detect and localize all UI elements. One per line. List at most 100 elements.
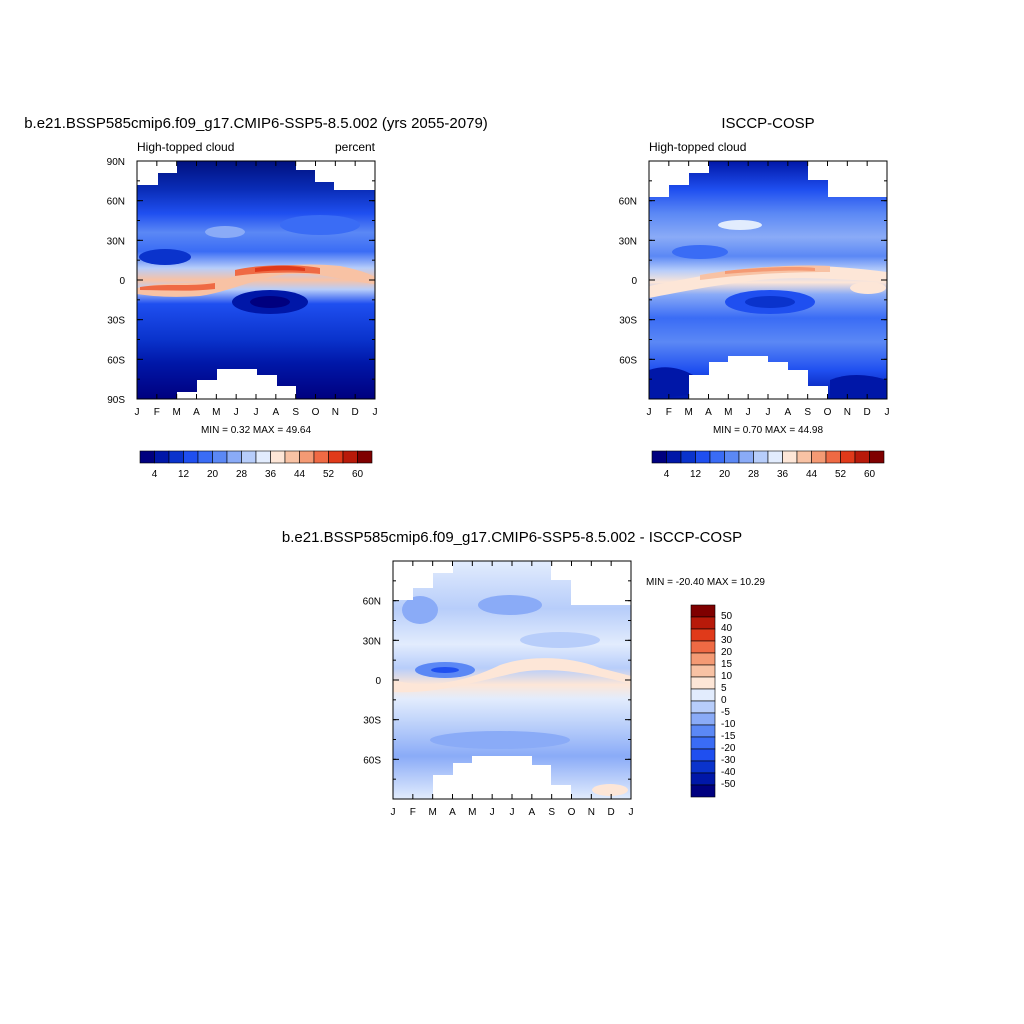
colorbar-label: 10: [721, 671, 733, 682]
colorbar-swatch: [690, 616, 716, 630]
colorbar-swatch: [690, 784, 716, 798]
colorbar-label: 20: [721, 647, 733, 658]
panel-difference: b.e21.BSSP585cmip6.f09_g17.CMIP6-SSP5-8.…: [282, 529, 766, 818]
colorbar-swatch: [724, 450, 740, 464]
x-tick-label: A: [528, 807, 535, 818]
colorbar-swatch: [241, 450, 257, 464]
colorbar-swatch: [690, 640, 716, 654]
y-tick-label: 30N: [619, 236, 637, 247]
colorbar-swatch: [690, 664, 716, 678]
x-tick-label: D: [608, 807, 615, 818]
x-tick-label: M: [172, 407, 180, 418]
x-tick-label: S: [804, 407, 811, 418]
y-tick-label: 60S: [363, 755, 381, 766]
colorbar-label: 60: [352, 469, 364, 480]
axis-ticks: J F M A M J J A S O N D J 60N 30N 0 30S 60S: [619, 160, 890, 418]
x-tick-label: J: [490, 807, 495, 818]
y-tick-label: 30N: [107, 236, 125, 247]
colorbar-swatch: [840, 450, 856, 464]
x-tick-label: A: [449, 807, 456, 818]
x-tick-label: J: [391, 807, 396, 818]
x-tick-label: M: [428, 807, 436, 818]
colorbar-label: -20: [721, 743, 736, 754]
colorbar-swatch: [695, 450, 711, 464]
colorbar-swatch: [690, 604, 716, 618]
x-tick-label: M: [212, 407, 220, 418]
colorbar-label: 20: [207, 469, 219, 480]
y-tick-label: 30N: [363, 636, 381, 647]
y-tick-label: 90S: [107, 395, 125, 406]
x-tick-label: N: [844, 407, 851, 418]
x-tick-label: A: [272, 407, 279, 418]
colorbar: 4 12 20 28 36 44 52 60: [139, 450, 373, 480]
x-tick-label: O: [568, 807, 576, 818]
chart-title: ISCCP-COSP: [721, 115, 814, 132]
colorbar-swatch: [753, 450, 769, 464]
colorbar-swatch: [666, 450, 682, 464]
colorbar-label: 30: [721, 635, 733, 646]
colorbar-swatch: [690, 676, 716, 690]
colorbar-swatch: [651, 450, 667, 464]
colorbar-label: -30: [721, 755, 736, 766]
y-tick-label: 0: [119, 276, 125, 287]
x-tick-label: F: [410, 807, 416, 818]
colorbar-label: 5: [721, 683, 727, 694]
y-tick-label: 30S: [107, 316, 125, 327]
y-tick-label: 30S: [619, 316, 637, 327]
colorbar-swatch: [313, 450, 329, 464]
colorbar-label: 36: [777, 469, 789, 480]
contour-field: [393, 561, 631, 799]
colorbar-swatch: [690, 712, 716, 726]
x-tick-label: A: [705, 407, 712, 418]
colorbar-label: -5: [721, 707, 730, 718]
chart-subtitle-left: High-topped cloud: [137, 140, 234, 154]
min-max-stats: MIN = -20.40 MAX = 10.29: [646, 577, 765, 588]
y-tick-label: 0: [375, 676, 381, 687]
colorbar-label: 60: [864, 469, 876, 480]
colorbar-label: 40: [721, 623, 733, 634]
colorbar-swatch: [690, 652, 716, 666]
colorbar-swatch: [690, 688, 716, 702]
colorbar-swatch: [342, 450, 358, 464]
axis-ticks: J F M A M J J A S O N D J 60N 30N 0 30S 60S: [363, 560, 634, 818]
colorbar-swatch: [767, 450, 783, 464]
x-tick-label: M: [468, 807, 476, 818]
colorbar-swatch: [825, 450, 841, 464]
colorbar-label: 4: [152, 469, 158, 480]
colorbar-label: 20: [719, 469, 731, 480]
x-tick-label: D: [864, 407, 871, 418]
x-tick-label: A: [193, 407, 200, 418]
colorbar-swatch: [709, 450, 725, 464]
colorbar-swatch: [255, 450, 271, 464]
x-tick-label: F: [154, 407, 160, 418]
colorbar-swatch: [139, 450, 155, 464]
colorbar-swatch: [796, 450, 812, 464]
colorbar-swatch: [357, 450, 373, 464]
x-tick-label: J: [766, 407, 771, 418]
colorbar-swatch: [680, 450, 696, 464]
x-tick-label: J: [746, 407, 751, 418]
colorbar-label: 44: [806, 469, 818, 480]
colorbar-swatch: [690, 628, 716, 642]
colorbar-label: 44: [294, 469, 306, 480]
colorbar-label: 15: [721, 659, 733, 670]
y-tick-label: 60N: [619, 197, 637, 208]
colorbar-swatch: [299, 450, 315, 464]
colorbar-swatch: [811, 450, 827, 464]
y-tick-label: 60N: [107, 197, 125, 208]
y-tick-label: 90N: [107, 157, 125, 168]
colorbar-swatch: [212, 450, 228, 464]
colorbar-swatch: [183, 450, 199, 464]
panel-observations: ISCCP-COSP High-topped cloud J F M A M J J A S O N…: [619, 115, 890, 480]
y-tick-label: 60S: [107, 355, 125, 366]
colorbar-label: -10: [721, 719, 736, 730]
colorbar-swatch: [782, 450, 798, 464]
colorbar-swatch: [690, 700, 716, 714]
chart-subtitle-right: percent: [335, 140, 376, 154]
x-tick-label: M: [684, 407, 692, 418]
x-tick-label: J: [510, 807, 515, 818]
colorbar-swatch: [690, 748, 716, 762]
colorbar-swatch: [869, 450, 885, 464]
colorbar-swatch: [226, 450, 242, 464]
